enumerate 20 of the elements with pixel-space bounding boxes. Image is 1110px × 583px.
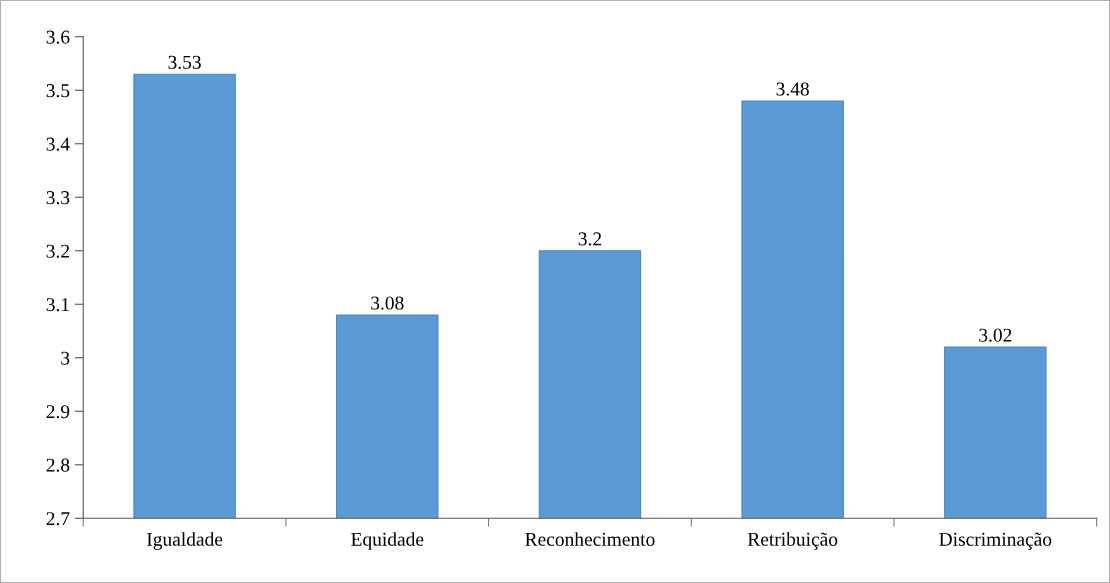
y-tick-label: 3.4 [46, 137, 70, 151]
data-label: 3.08 [371, 296, 404, 310]
y-tick-label: 2.7 [46, 512, 70, 526]
data-label: 3.2 [578, 232, 602, 246]
x-tick-label: Retribuição [747, 532, 838, 550]
x-tick-label: Discriminação [939, 532, 1052, 550]
x-tick-label: Equidade [351, 532, 424, 550]
y-tick-label: 3.1 [46, 298, 69, 312]
y-tick-label: 3 [61, 351, 70, 365]
data-label: 3.48 [776, 82, 809, 96]
data-label: 3.02 [979, 328, 1012, 342]
y-tick-label: 3.5 [46, 84, 70, 98]
x-tick-label: Igualdade [146, 532, 223, 550]
y-tick-label: 3.3 [46, 191, 70, 205]
y-tick-label: 3.6 [46, 30, 70, 44]
y-tick-label: 2.8 [46, 458, 70, 472]
y-tick-label: 3.2 [46, 244, 69, 258]
data-label: 3.53 [168, 55, 201, 69]
y-tick-label: 2.9 [46, 405, 70, 419]
x-tick-label: Reconhecimento [525, 532, 655, 546]
